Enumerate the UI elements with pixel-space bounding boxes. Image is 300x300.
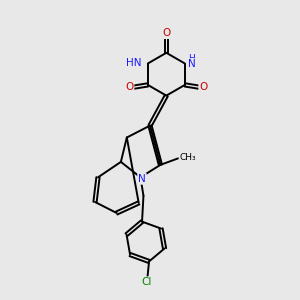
- Text: H: H: [188, 54, 195, 63]
- Text: O: O: [162, 28, 170, 38]
- Text: N: N: [138, 174, 146, 184]
- Text: N: N: [188, 59, 196, 69]
- Text: CH₃: CH₃: [179, 153, 196, 162]
- Text: HN: HN: [126, 58, 141, 68]
- Text: Cl: Cl: [142, 277, 152, 287]
- Text: O: O: [199, 82, 207, 92]
- Text: O: O: [125, 82, 134, 92]
